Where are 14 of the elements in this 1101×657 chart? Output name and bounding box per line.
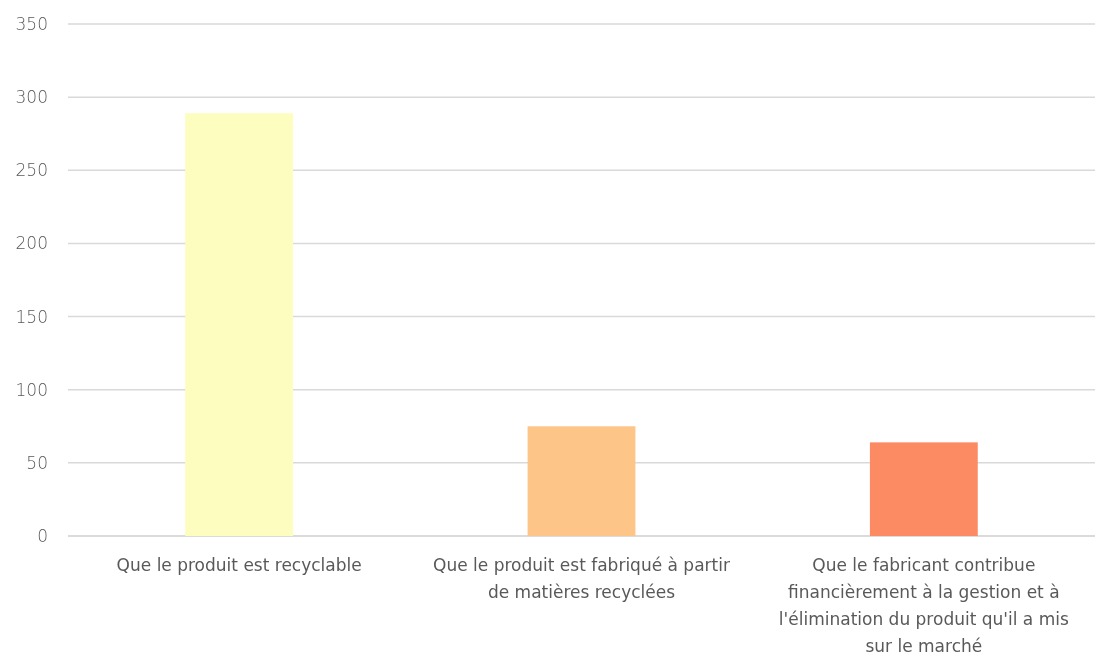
y-tick-label: 100 (15, 379, 48, 400)
x-tick-label: Que le produit est recyclable (116, 555, 362, 575)
bar (527, 426, 636, 536)
y-tick-label: 200 (15, 233, 48, 254)
y-tick-label: 150 (15, 306, 48, 327)
y-tick-label: 300 (15, 87, 48, 108)
y-tick-label: 50 (26, 452, 48, 473)
bar (869, 442, 978, 536)
x-tick-label: Que le fabricant contribue financièrement à la gestion et à l'élimination du produit qu'il a mis sur le marché (778, 555, 1069, 656)
y-tick-label: 350 (15, 13, 48, 34)
x-tick-label: Que le produit est fabriqué à partir de matières recyclées (433, 555, 730, 602)
y-tick-label: 250 (15, 160, 48, 181)
bar (185, 113, 294, 536)
y-tick-label: 0 (37, 525, 48, 546)
